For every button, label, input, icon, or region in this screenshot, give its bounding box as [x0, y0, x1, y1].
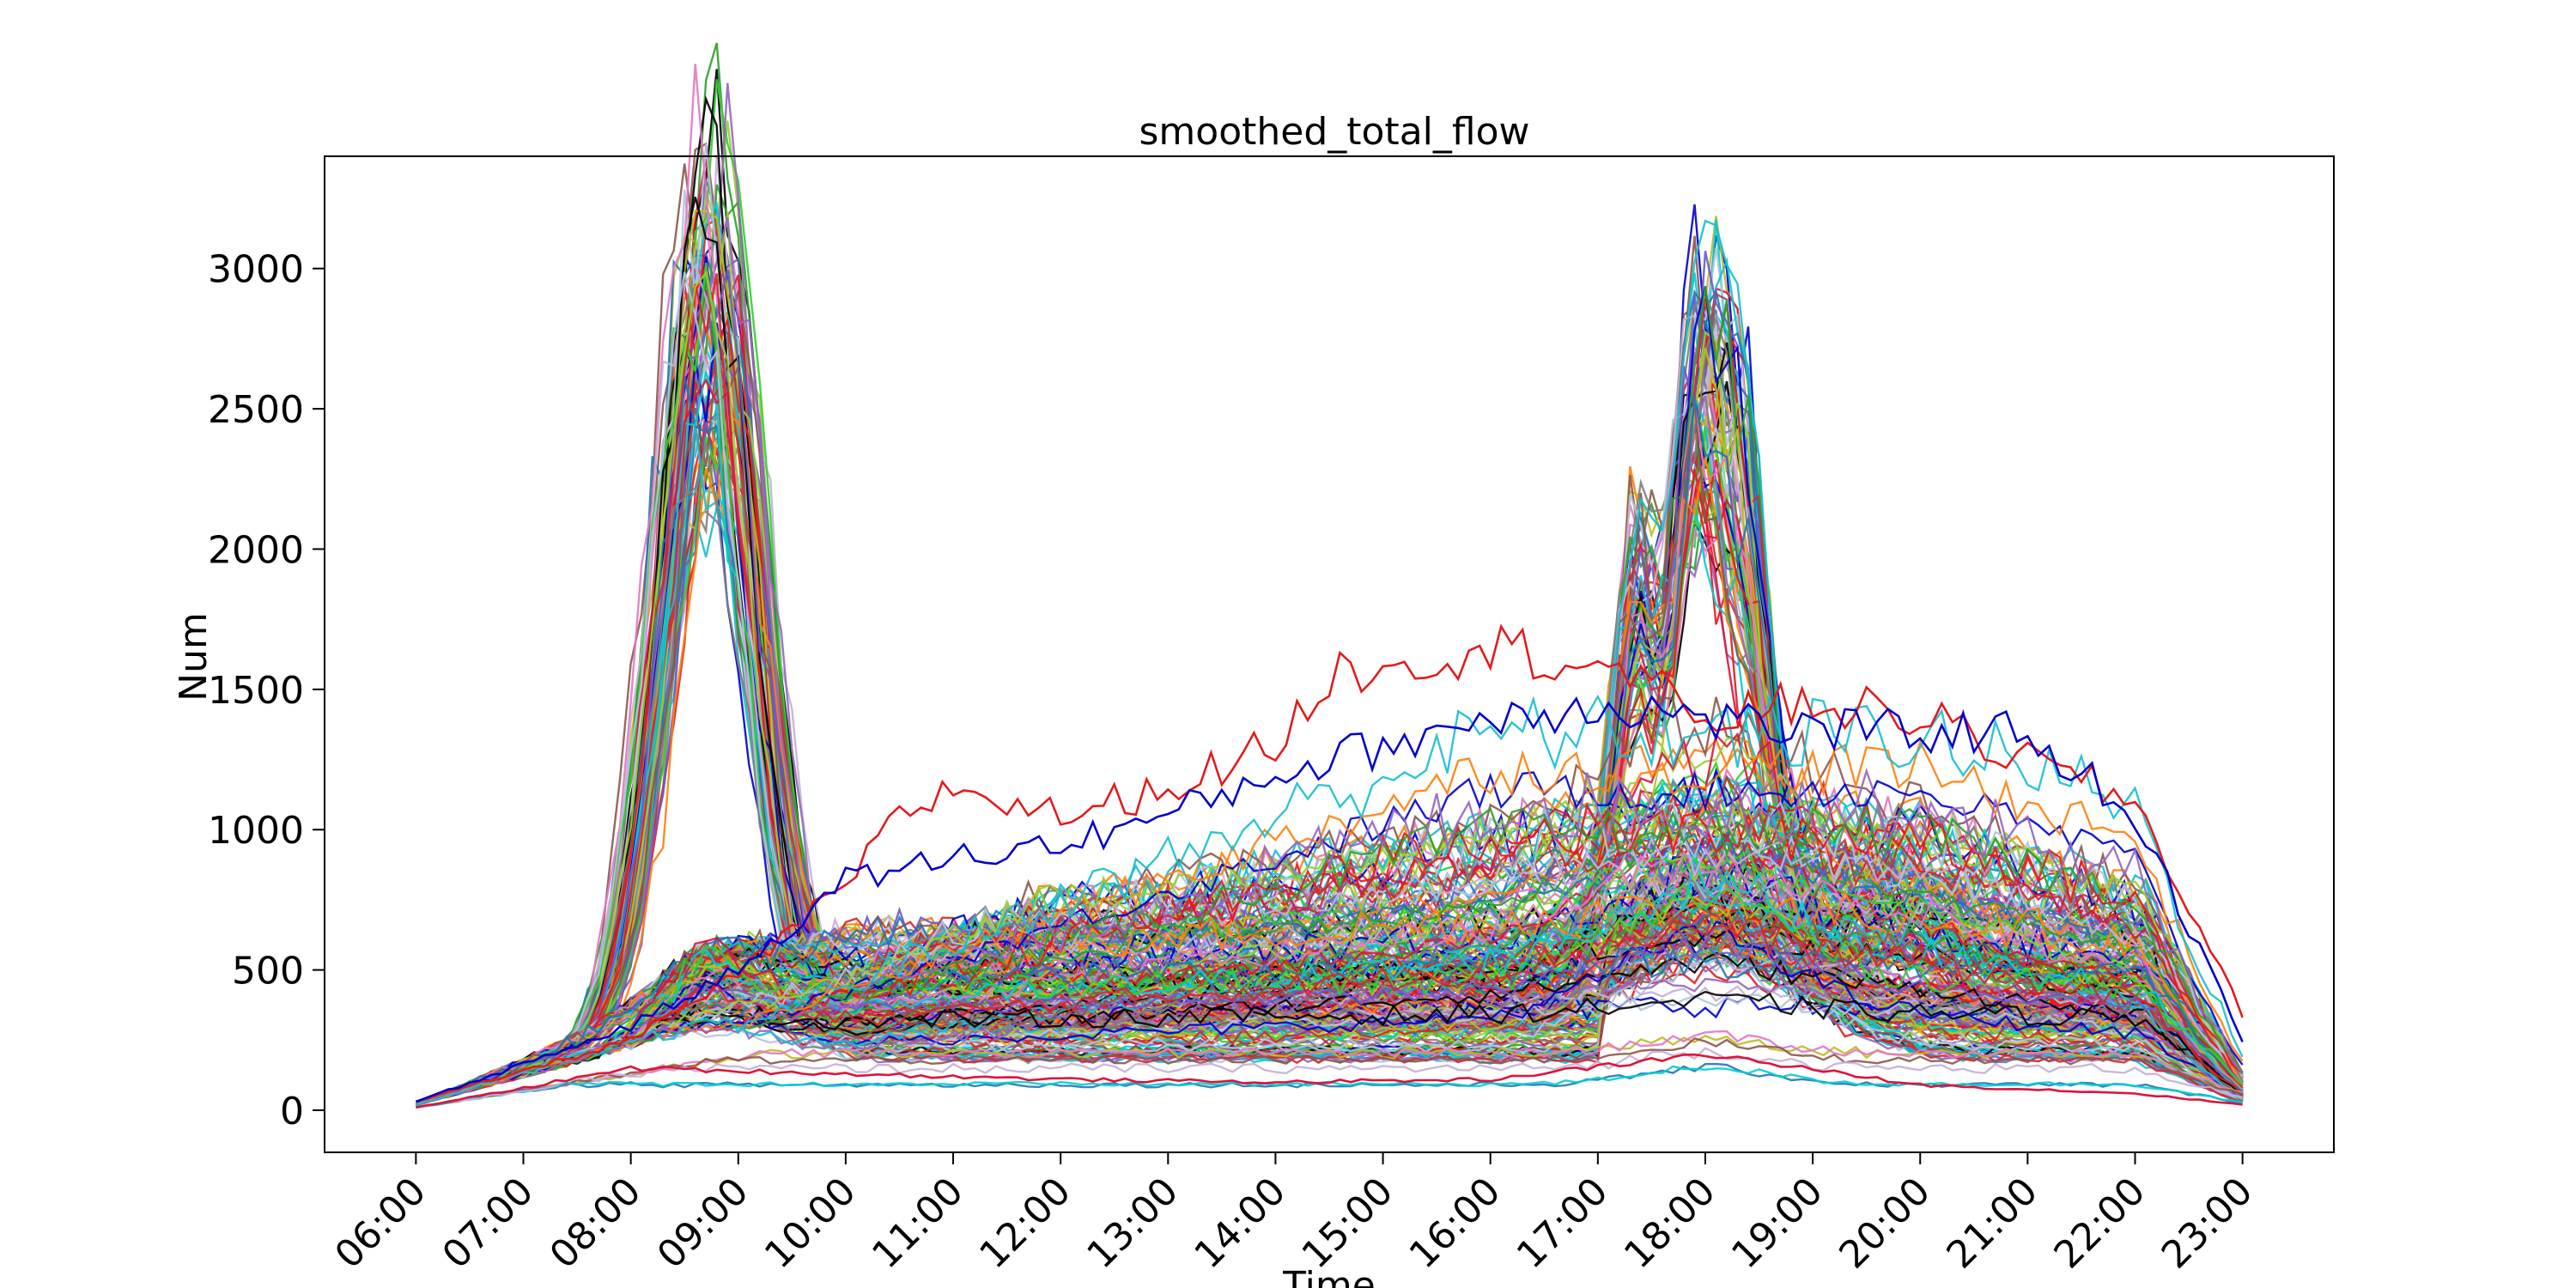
series-line-flat_daytime-218 — [416, 775, 2244, 1106]
series-line-flat_daytime-226 — [415, 888, 2244, 1107]
series-line-flat_daytime-231 — [416, 832, 2244, 1106]
series-line-flat_daytime-221 — [416, 920, 2244, 1106]
series-line-low_flat-247 — [416, 1030, 2243, 1109]
series-line-flat_daytime-236 — [416, 882, 2244, 1106]
series-line-low_flat-248 — [416, 1036, 2244, 1109]
x-tick-label: 15:00 — [1294, 1170, 1402, 1278]
y-tick-label: 1000 — [208, 809, 304, 853]
series-line-flat_daytime-230 — [415, 855, 2244, 1106]
series-line-flat_daytime-238 — [416, 918, 2244, 1106]
series-line-flat_daytime-184 — [416, 863, 2244, 1107]
x-tick-label: 06:00 — [326, 1170, 434, 1278]
series-line-rising_day-243 — [416, 738, 2244, 1106]
chart-title: smoothed_total_flow — [1139, 110, 1530, 154]
y-axis-label: Num — [172, 612, 216, 702]
series-line-flat_daytime-219 — [415, 736, 2244, 1106]
x-tick-label: 21:00 — [1938, 1170, 2046, 1278]
y-axis: 0 500 1000 1500 2000 2500 3000 — [208, 248, 325, 1133]
series-line-morning_peak-76 — [416, 262, 2244, 1106]
series-layer — [415, 42, 2244, 1109]
series-line-flat_daytime-187 — [416, 856, 2244, 1106]
x-tick-label: 12:00 — [971, 1170, 1079, 1278]
x-tick-label: 16:00 — [1401, 1170, 1510, 1278]
series-line-morning_peak-78 — [416, 273, 2243, 1106]
x-tick-label: 17:00 — [1509, 1170, 1617, 1278]
x-axis: 06:00 07:00 08:00 09:00 10:00 11:00 12:00 13:00… — [326, 1152, 2261, 1277]
x-tick-label: 20:00 — [1831, 1170, 1939, 1278]
plot-frame — [324, 155, 2335, 1153]
series-line-low_flat-251 — [416, 1047, 2243, 1109]
x-tick-label: 11:00 — [864, 1170, 972, 1278]
y-tick-label: 500 — [232, 950, 304, 993]
x-tick-label: 18:00 — [1616, 1170, 1724, 1278]
series-line-flat_daytime-237 — [416, 791, 2244, 1106]
x-tick-label: 10:00 — [756, 1170, 865, 1278]
series-line-low_flat-highlight-2 — [416, 1053, 2243, 1109]
series-line-rising_day-244 — [416, 768, 2244, 1106]
series-line-flat_daytime-239 — [416, 799, 2244, 1106]
x-tick-label: 07:00 — [434, 1170, 543, 1278]
x-tick-label: 09:00 — [649, 1170, 757, 1278]
y-tick-label: 3000 — [208, 248, 304, 292]
x-tick-label: 22:00 — [2046, 1170, 2154, 1278]
x-tick-label: 19:00 — [1723, 1170, 1832, 1278]
series-line-flat_daytime-227 — [416, 848, 2244, 1107]
y-tick-label: 0 — [280, 1090, 304, 1133]
x-tick-label: 14:00 — [1186, 1170, 1294, 1278]
y-tick-label: 2500 — [208, 388, 304, 432]
series-line-flat_daytime-222 — [416, 822, 2244, 1106]
x-tick-label: 08:00 — [542, 1170, 650, 1278]
y-tick-label: 2000 — [208, 528, 304, 572]
series-line-flat_daytime-highlight-1 — [415, 695, 2244, 1103]
x-tick-label: 23:00 — [2154, 1170, 2262, 1278]
series-line-rising_day-245 — [415, 693, 2244, 1107]
y-tick-label: 1500 — [208, 669, 304, 713]
x-tick-label: 13:00 — [1078, 1170, 1187, 1278]
x-axis-label: Time — [1282, 1264, 1376, 1288]
series-line-rising_day-242 — [416, 804, 2244, 1106]
